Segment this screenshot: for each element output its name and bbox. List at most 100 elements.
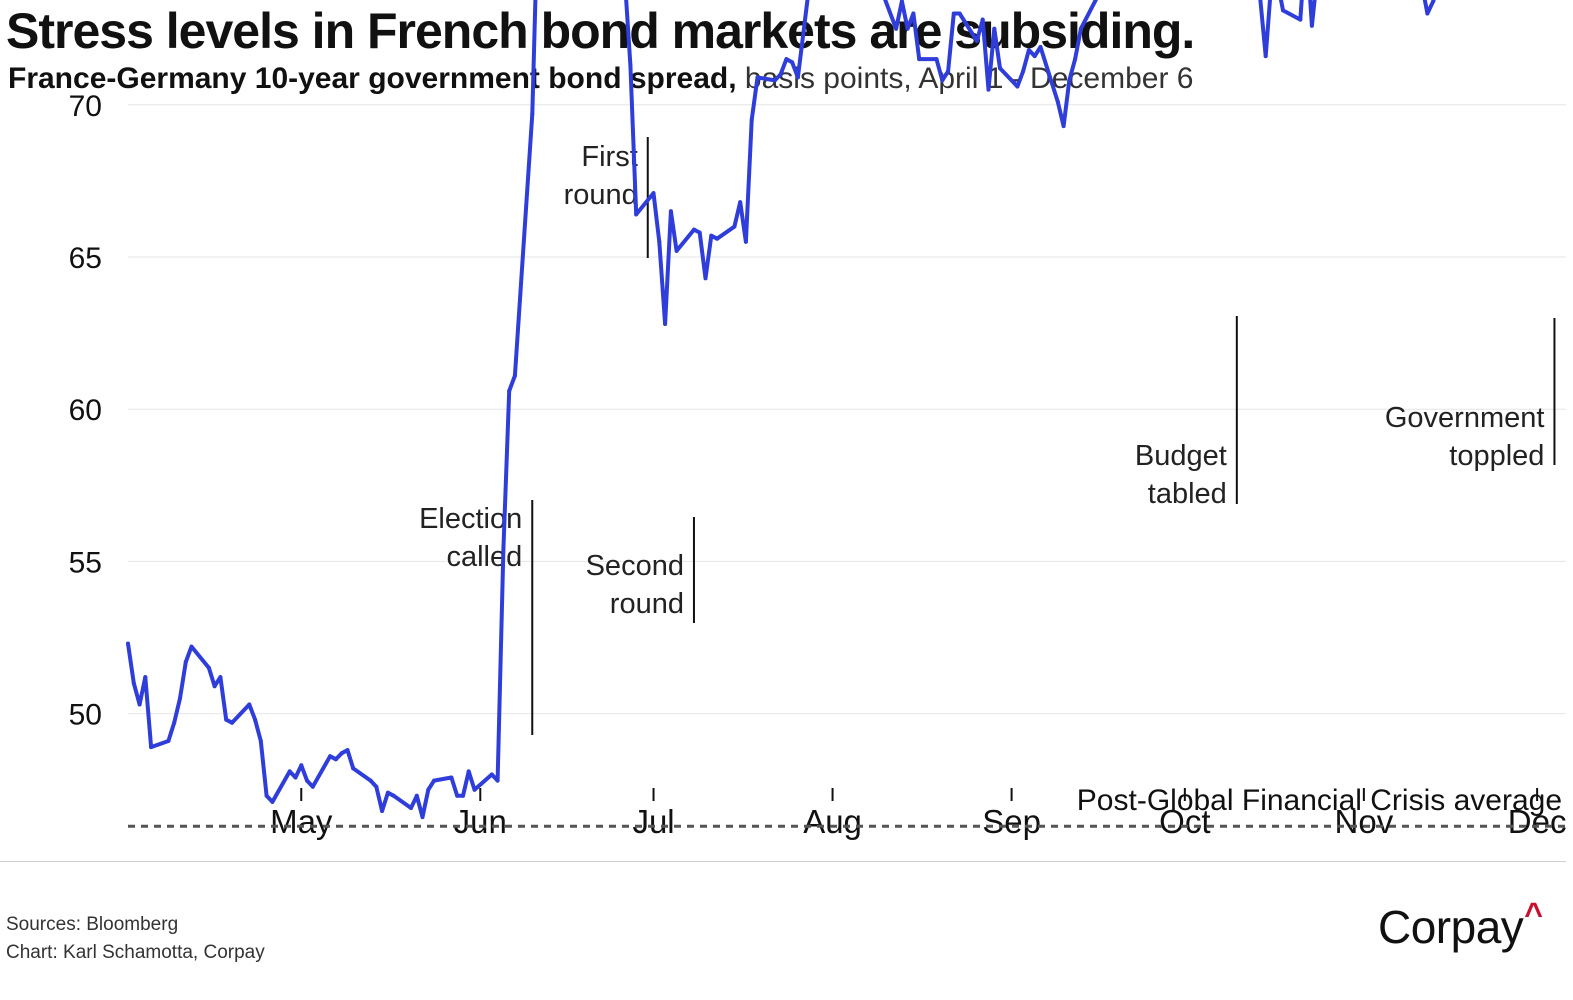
data-point [715, 236, 720, 241]
data-point [738, 200, 743, 205]
data-point [189, 644, 194, 649]
annotation-label: toppled [1449, 440, 1544, 472]
sources-text: Sources: Bloomberg [6, 914, 179, 935]
data-point [940, 78, 945, 83]
data-point [507, 388, 512, 393]
data-point [333, 757, 338, 762]
data-point [351, 766, 356, 771]
data-point [183, 659, 188, 664]
data-point [1038, 45, 1043, 49]
data-point [795, 75, 800, 80]
data-point [628, 63, 633, 68]
data-point [466, 769, 471, 774]
data-point [310, 784, 315, 789]
data-point [293, 775, 298, 780]
annotation-label: tabled [1148, 478, 1227, 510]
reference-line-label: Post-Global Financial Crisis average [1077, 784, 1562, 817]
data-point [455, 793, 460, 798]
data-point [1055, 99, 1060, 104]
data-point [772, 78, 777, 83]
annotation-label: called [446, 541, 522, 573]
data-point [905, 26, 910, 31]
data-point [663, 322, 668, 326]
data-point [270, 799, 275, 804]
data-point [894, 26, 899, 31]
data-point [305, 778, 309, 783]
data-point [495, 778, 500, 783]
chart-subtitle: France-Germany 10-year government bond s… [8, 62, 1193, 96]
data-point [218, 675, 223, 680]
series-line [126, 0, 1436, 820]
data-point [1309, 23, 1314, 28]
data-point [732, 224, 737, 229]
credit-text: Chart: Karl Schamotta, Corpay [6, 942, 265, 963]
data-point [212, 684, 217, 689]
data-point [697, 230, 702, 235]
data-point [1032, 54, 1037, 59]
data-point [530, 111, 535, 116]
data-point [657, 239, 662, 244]
y-axis: 5055606570758085 [69, 90, 102, 732]
data-point [790, 60, 795, 65]
data-point [472, 787, 477, 792]
data-point [449, 775, 454, 780]
annotation-label: Second [586, 550, 684, 582]
data-point [264, 793, 269, 798]
data-point [1067, 78, 1072, 83]
x-axis: May Jun Jul Aug Sep Oct Nov Dec [270, 788, 1566, 840]
data-point [778, 72, 783, 77]
brand-name: Corpay [1378, 901, 1524, 953]
data-point [299, 763, 304, 768]
data-point [409, 806, 413, 810]
data-point [674, 248, 679, 253]
data-point [974, 38, 979, 43]
data-point [253, 717, 258, 722]
data-point [1073, 57, 1078, 62]
data-point [368, 778, 373, 783]
data-point [230, 720, 234, 725]
data-point [143, 675, 148, 680]
data-point [414, 793, 419, 798]
annotation-label: Budget [1135, 440, 1227, 472]
annotations: ElectioncalledFirstroundSecondroundBudge… [419, 137, 1556, 735]
data-point [172, 720, 177, 725]
y-tick-label: 70 [69, 90, 102, 123]
x-tick-label: Jun [454, 803, 507, 840]
data-point [1015, 84, 1020, 89]
x-tick-label: Jul [632, 803, 674, 840]
data-point [345, 748, 350, 753]
data-point [1026, 48, 1031, 52]
data-point [986, 87, 991, 92]
x-tick-label: Sep [982, 803, 1041, 840]
data-point [651, 191, 656, 196]
data-point [339, 751, 344, 756]
data-point [489, 772, 494, 777]
data-point [391, 793, 396, 798]
data-point [743, 239, 748, 244]
data-point [166, 739, 171, 743]
data-point [998, 66, 1002, 71]
data-point [501, 547, 506, 552]
data-point [917, 57, 922, 62]
subtitle-series-name: France-Germany 10-year government bond s… [8, 62, 737, 95]
data-point [911, 11, 916, 16]
data-point [420, 815, 425, 820]
x-tick-label: Dec [1508, 803, 1567, 840]
reference-line-group: Post-Global Financial Crisis average [128, 784, 1566, 828]
y-tick-label: 60 [69, 394, 102, 427]
data-point [946, 69, 951, 74]
brand-logo: Corpay^ [1378, 896, 1543, 954]
data-point [287, 769, 292, 774]
data-point [380, 809, 385, 813]
data-point [1078, 26, 1083, 31]
data-point [137, 702, 142, 707]
data-point [328, 754, 333, 759]
x-tick-label: Nov [1335, 803, 1394, 840]
data-point [178, 696, 182, 701]
annotation-label: Government [1385, 402, 1545, 434]
data-point [951, 11, 956, 16]
data-point [131, 681, 136, 686]
data-point [934, 57, 939, 62]
data-point [703, 276, 708, 281]
data-point [1061, 124, 1066, 129]
